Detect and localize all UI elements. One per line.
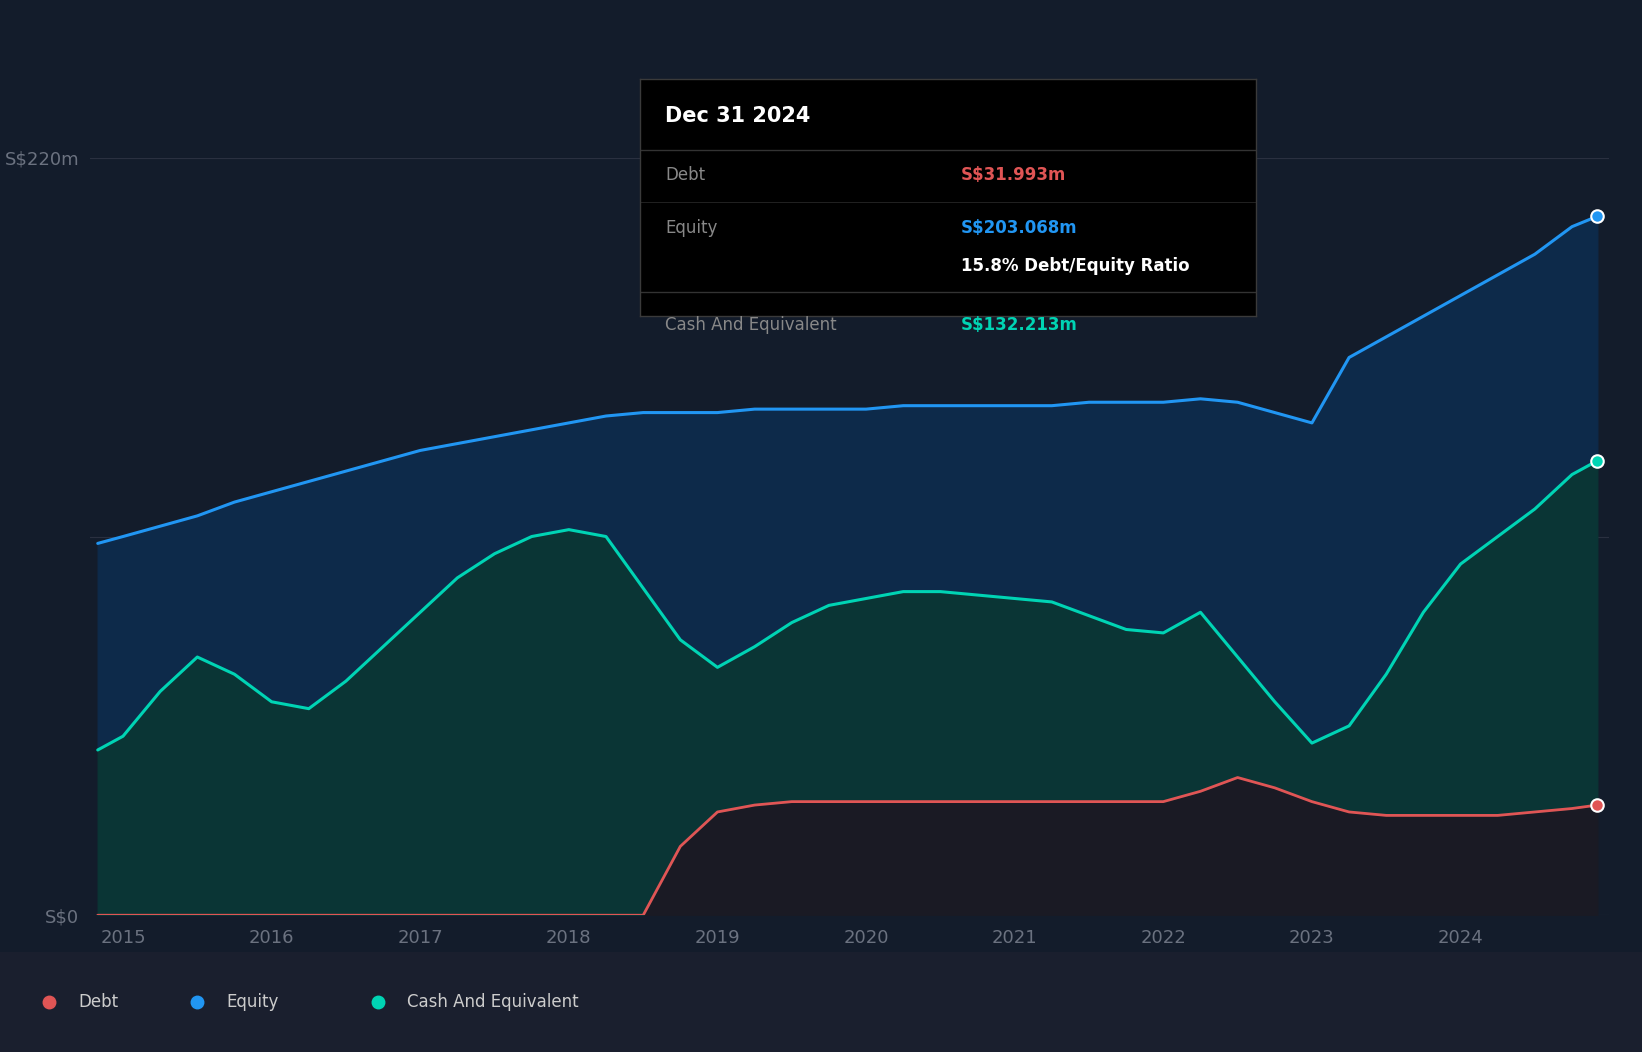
- Text: Debt: Debt: [665, 166, 704, 184]
- Text: 15.8% Debt/Equity Ratio: 15.8% Debt/Equity Ratio: [961, 257, 1189, 275]
- Text: Cash And Equivalent: Cash And Equivalent: [665, 316, 837, 335]
- Text: Cash And Equivalent: Cash And Equivalent: [407, 993, 580, 1011]
- Text: S$31.993m: S$31.993m: [961, 166, 1066, 184]
- Text: Debt: Debt: [79, 993, 118, 1011]
- Text: S$203.068m: S$203.068m: [961, 219, 1077, 237]
- Text: Equity: Equity: [665, 219, 718, 237]
- Text: Equity: Equity: [227, 993, 279, 1011]
- Text: Dec 31 2024: Dec 31 2024: [665, 105, 811, 125]
- Text: S$132.213m: S$132.213m: [961, 316, 1077, 335]
